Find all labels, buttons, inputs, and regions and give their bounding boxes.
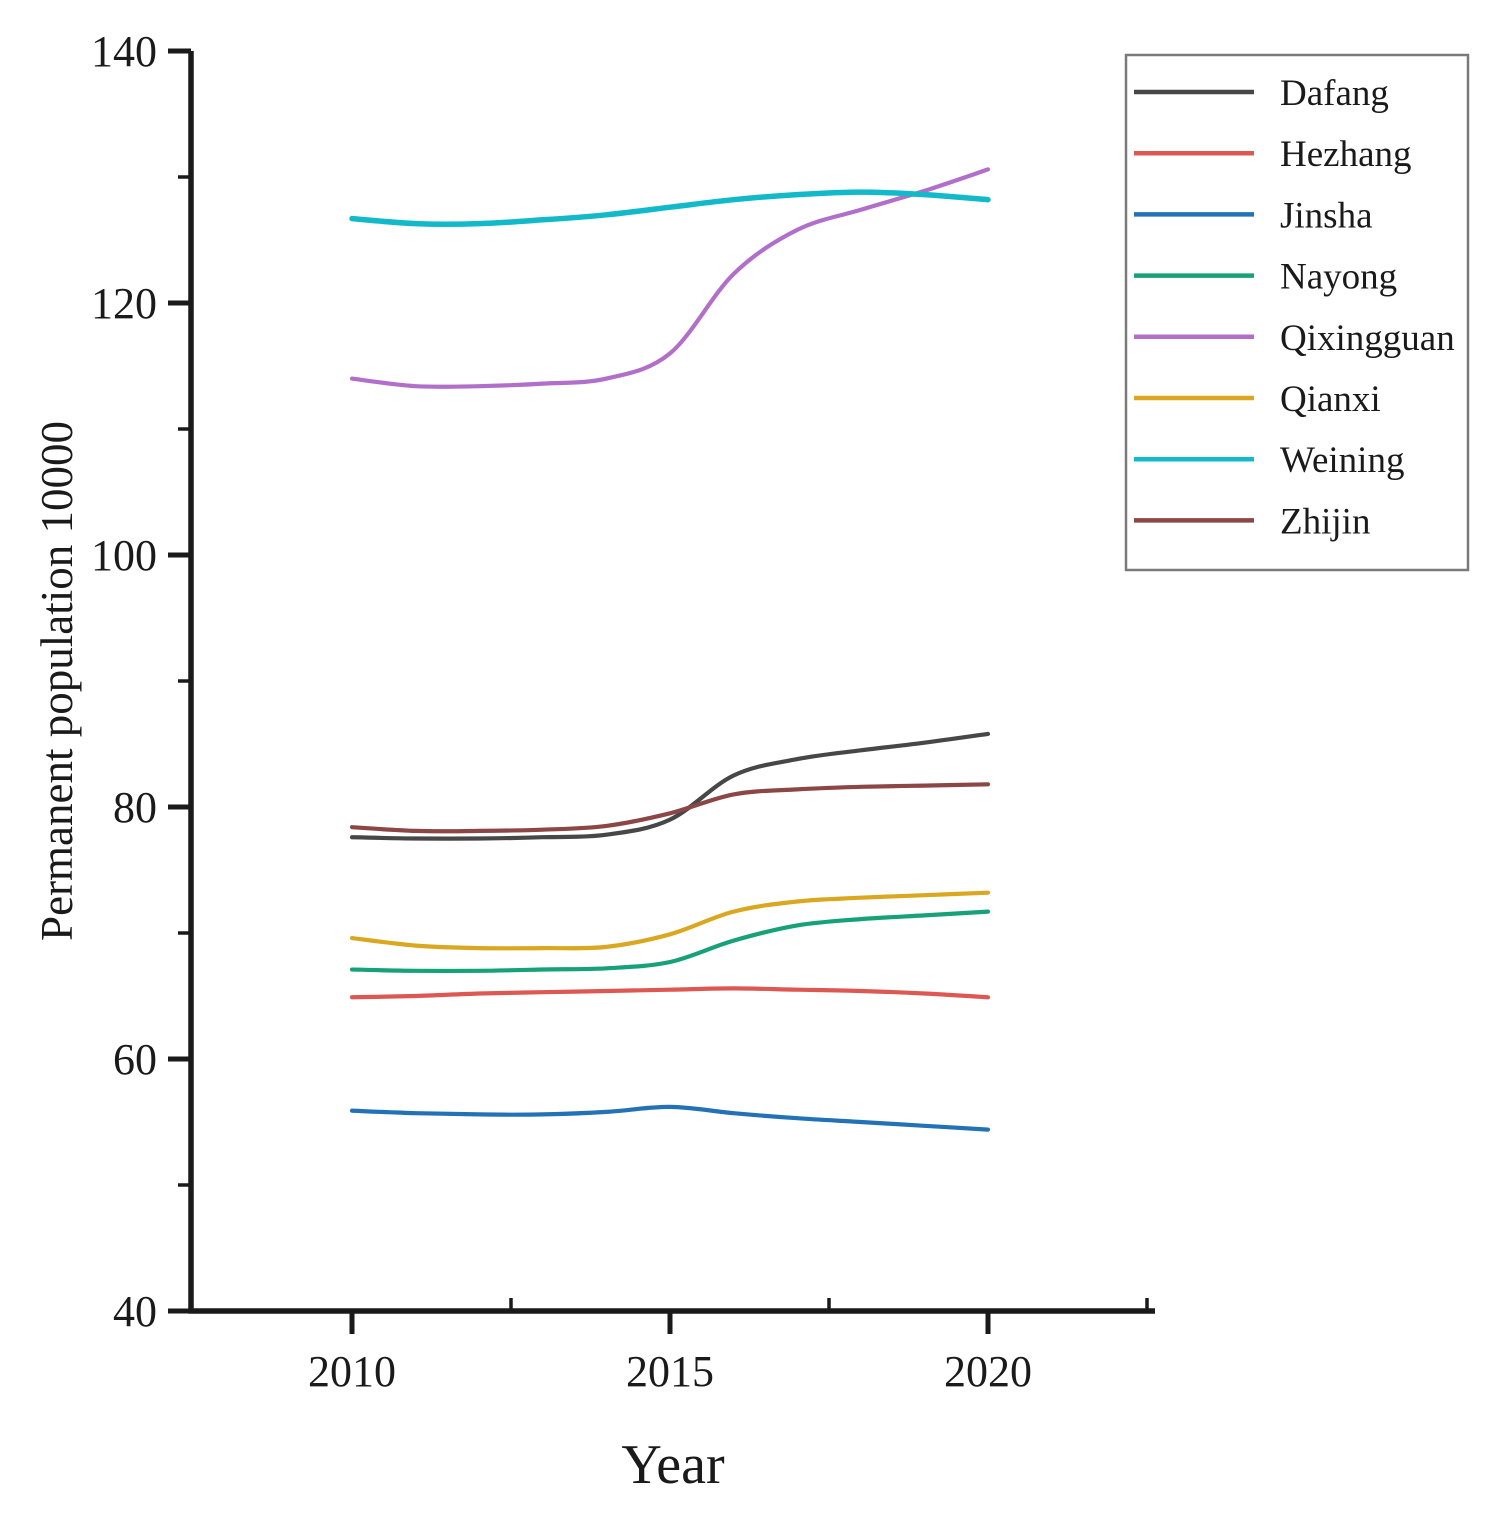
legend-item-zhijin: Zhijin — [1134, 501, 1370, 542]
legend-label: Hezhang — [1280, 134, 1412, 175]
legend-item-dafang: Dafang — [1134, 73, 1389, 114]
y-tick-label: 60 — [113, 1035, 157, 1084]
y-tick-label: 120 — [91, 279, 157, 328]
series-line-qianxi — [349, 890, 991, 951]
legend-label: Dafang — [1280, 73, 1389, 114]
legend-label: Zhijin — [1280, 501, 1370, 542]
y-tick-label: 80 — [113, 783, 157, 832]
axes: 140 120 100 80 60 40 2010 2015 2020 — [91, 27, 1155, 1396]
y-tick-label: 100 — [91, 531, 157, 580]
legend-item-qianxi: Qianxi — [1134, 379, 1381, 420]
x-tick-label: 2015 — [626, 1347, 714, 1396]
legend-label: Weining — [1280, 440, 1404, 481]
legend-label: Jinsha — [1280, 195, 1373, 236]
legend-item-hezhang: Hezhang — [1134, 134, 1412, 175]
legend-box — [1124, 53, 1470, 572]
legend: Dafang Hezhang Jinsha Nayong Qixingguan Qianx… — [1124, 53, 1470, 572]
legend-label: Nayong — [1280, 257, 1397, 298]
y-tick-label: 140 — [91, 27, 157, 76]
x-tick-label: 2010 — [308, 1347, 396, 1396]
series-line-hezhang — [349, 986, 991, 1000]
legend-item-nayong: Nayong — [1134, 257, 1397, 298]
series-line-nayong — [349, 909, 991, 974]
series-lines — [349, 167, 991, 1132]
x-axis-title: Year — [621, 1434, 725, 1496]
y-tick-label: 40 — [113, 1287, 157, 1336]
series-line-zhijin — [349, 782, 991, 834]
legend-item-jinsha: Jinsha — [1134, 195, 1373, 236]
series-line-qixingguan — [349, 167, 991, 389]
series-line-dafang — [349, 731, 991, 841]
legend-item-qixingguan: Qixingguan — [1134, 318, 1455, 359]
series-line-jinsha — [349, 1104, 991, 1132]
series-line-weining — [349, 189, 991, 227]
legend-label: Qixingguan — [1280, 318, 1455, 359]
x-tick-label: 2020 — [944, 1347, 1032, 1396]
legend-item-weining: Weining — [1134, 440, 1404, 481]
y-axis-title: Permanent population 10000 — [32, 421, 82, 941]
axis-spine — [188, 51, 1155, 1314]
legend-label: Qianxi — [1280, 379, 1381, 420]
